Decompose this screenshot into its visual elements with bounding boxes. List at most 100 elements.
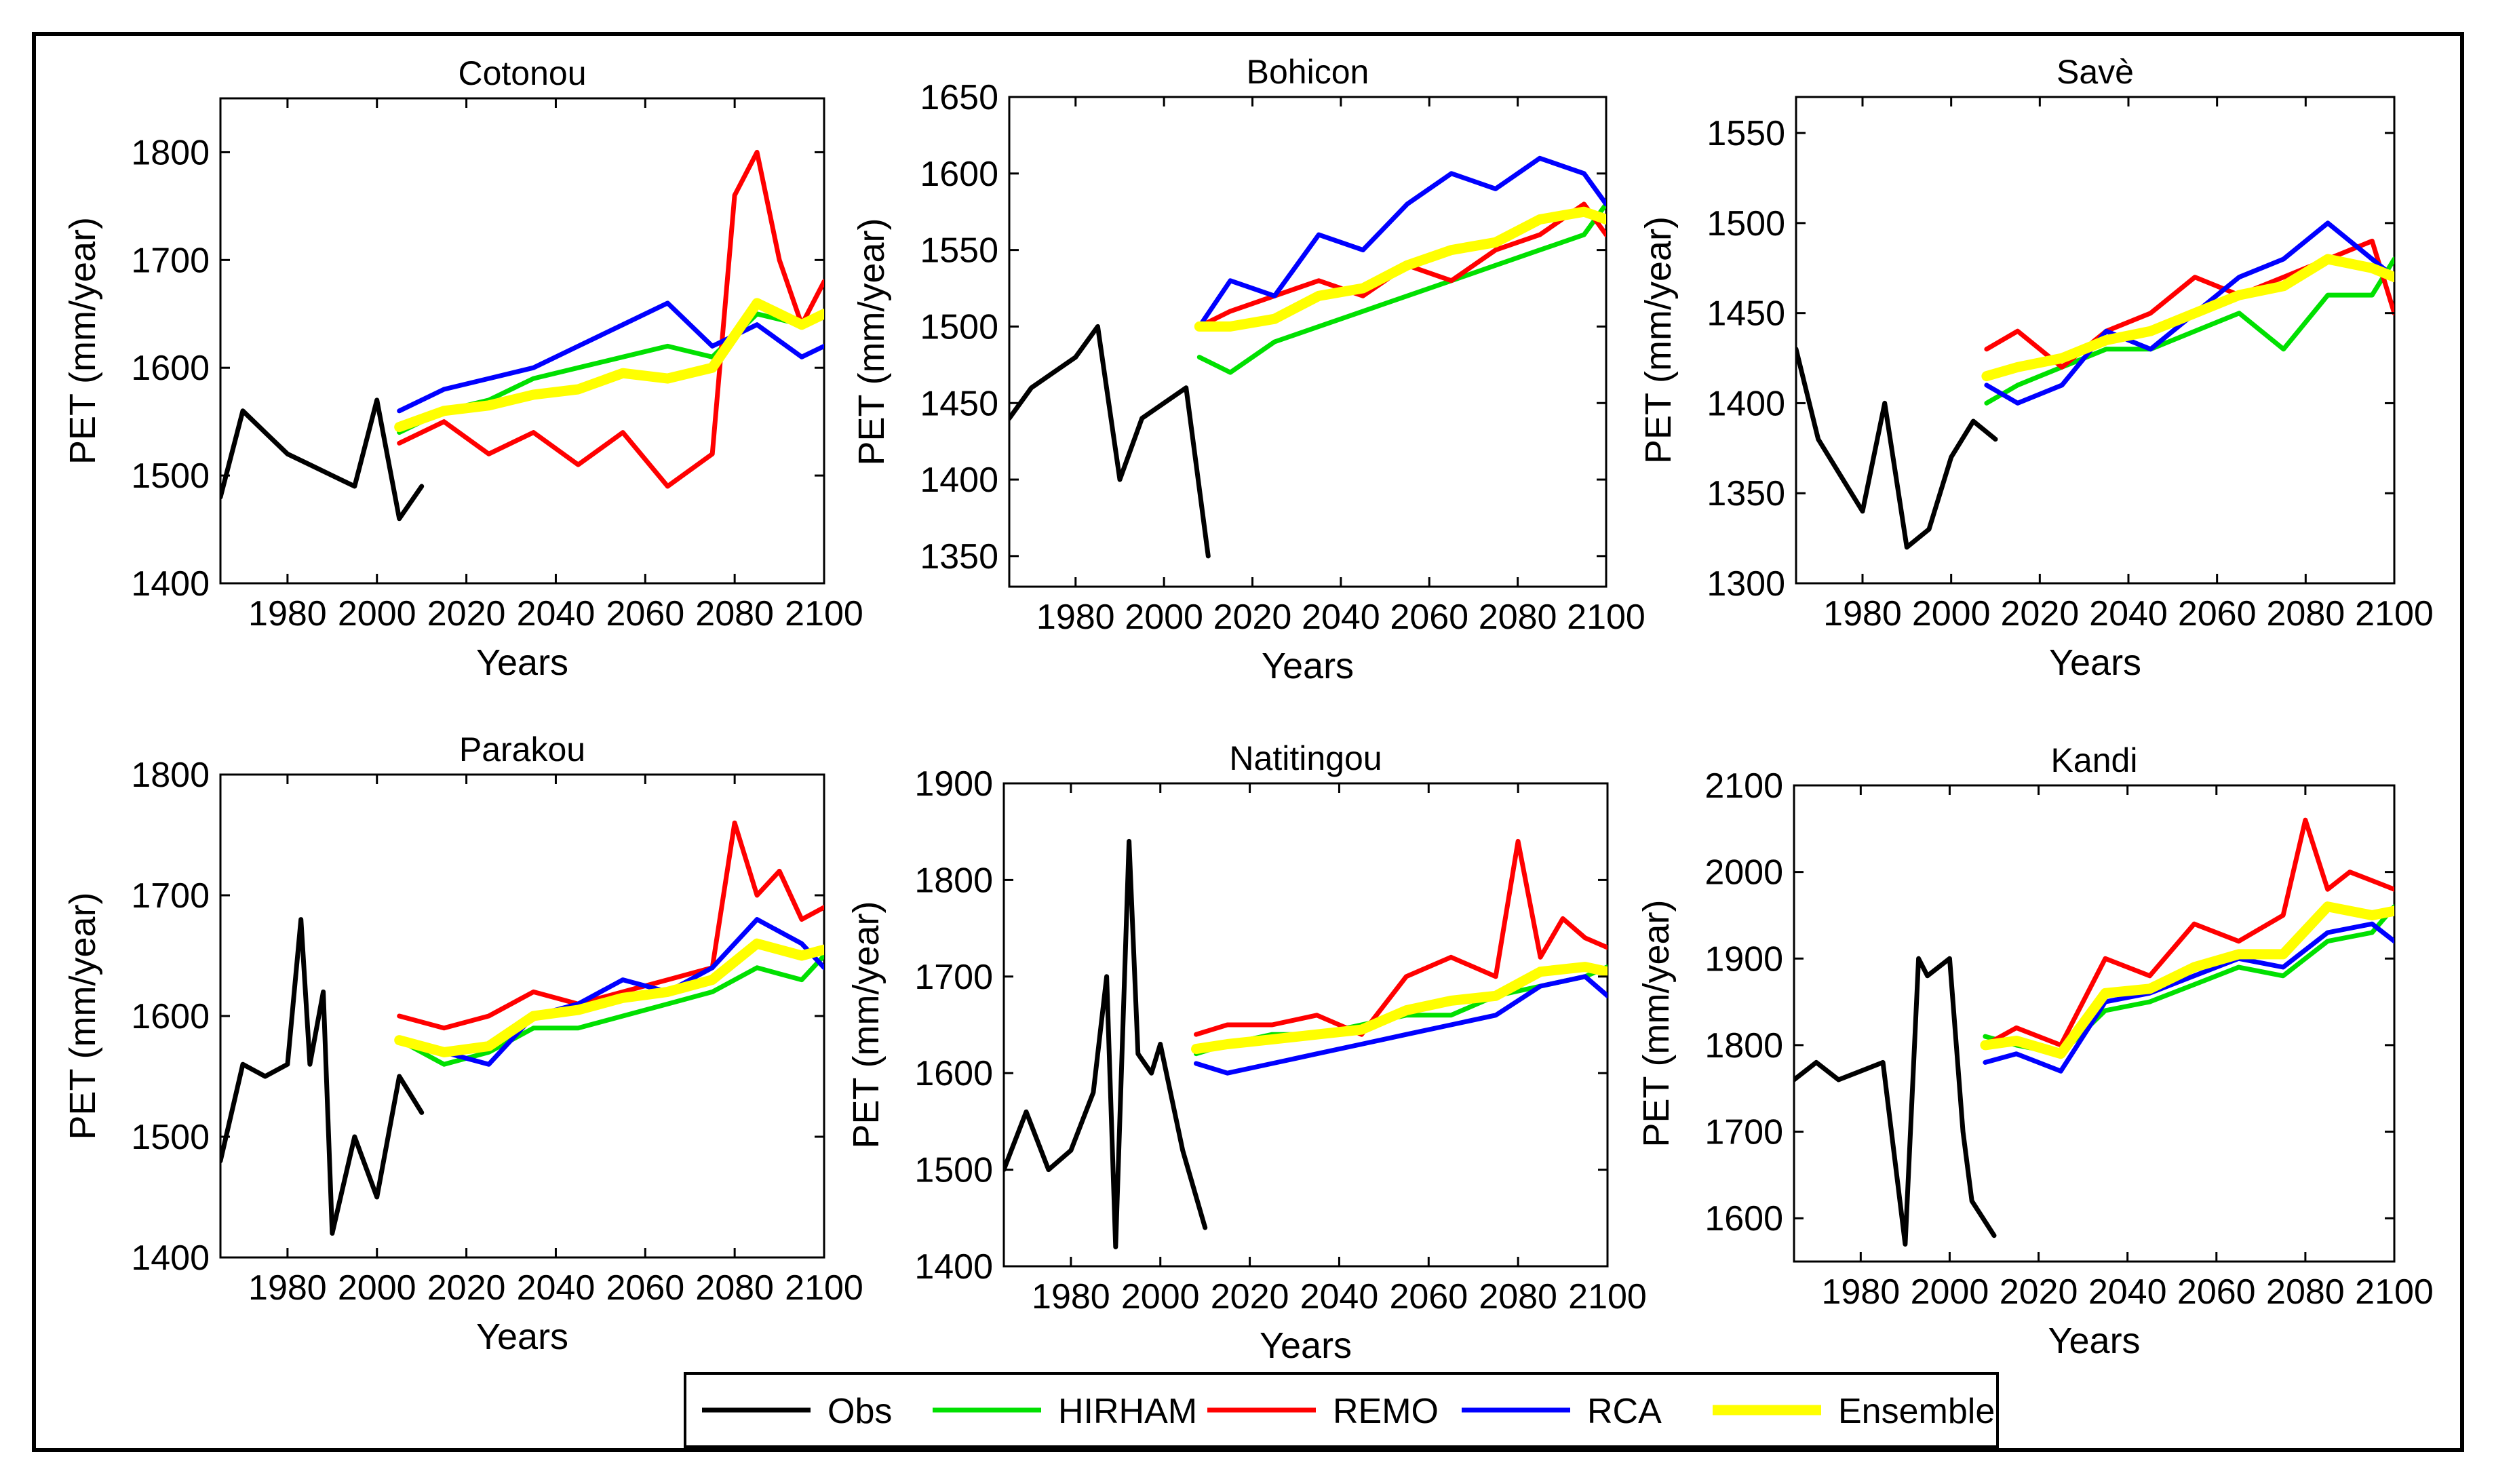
chart-panels: 1980 2000 2020 2040 2060 2080 2100140015001600… bbox=[62, 53, 2434, 1366]
x-tick-label: 2040 bbox=[1302, 598, 1380, 637]
y-tick-label: 1500 bbox=[131, 456, 210, 496]
legend-entry-ensemble: Ensemble bbox=[1713, 1392, 1995, 1431]
series-line-rca bbox=[1194, 974, 1608, 1076]
series-line-remo bbox=[1984, 238, 2394, 370]
x-tick-label: 2080 bbox=[1479, 598, 1557, 637]
legend-entry-rca: RCA bbox=[1462, 1392, 1662, 1431]
series-line-ensemble bbox=[1980, 901, 2394, 1059]
y-tick-label: 1600 bbox=[920, 155, 998, 194]
x-tick-label: 1980 bbox=[248, 594, 327, 633]
x-axis-label: Years bbox=[476, 1316, 568, 1357]
panel-title: Cotonou bbox=[458, 54, 586, 92]
y-tick-label: 1700 bbox=[914, 958, 993, 997]
series-group-bohicon bbox=[1009, 155, 1606, 559]
y-tick-label: 1350 bbox=[920, 537, 998, 577]
y-tick-label: 1900 bbox=[1704, 939, 1783, 979]
x-tick-label: 1980 bbox=[1032, 1277, 1110, 1316]
y-tick-label: 1400 bbox=[1707, 384, 1785, 423]
x-tick-label: 2040 bbox=[2089, 594, 2168, 633]
panel-title: Parakou bbox=[459, 730, 585, 768]
y-tick-label: 1300 bbox=[1707, 564, 1785, 604]
y-tick-label: 1500 bbox=[920, 307, 998, 347]
legend-entry-hirham: HIRHAM bbox=[933, 1392, 1197, 1431]
series-line-ensemble bbox=[1194, 206, 1606, 332]
y-tick-label: 1600 bbox=[131, 997, 210, 1036]
series-line-hirham bbox=[1984, 256, 2394, 406]
x-tick-label: 2100 bbox=[785, 594, 863, 633]
x-tick-label: 1980 bbox=[1036, 598, 1115, 637]
x-tick-label: 2020 bbox=[1213, 598, 1292, 637]
x-tick-label: 2060 bbox=[1389, 1277, 1468, 1316]
series-line-rca bbox=[1983, 921, 2394, 1074]
series-group-save bbox=[1796, 220, 2394, 550]
series-line-remo bbox=[1983, 817, 2394, 1048]
x-tick-label: 2020 bbox=[427, 594, 506, 633]
legend-label: Ensemble bbox=[1838, 1392, 1995, 1431]
series-line-obs bbox=[1796, 347, 1998, 550]
y-tick-label: 1500 bbox=[1707, 204, 1785, 243]
panel-title: Bohicon bbox=[1247, 53, 1369, 91]
legend-label: HIRHAM bbox=[1058, 1392, 1197, 1431]
x-tick-label: 1980 bbox=[1823, 594, 1902, 633]
y-tick-label: 1450 bbox=[920, 384, 998, 423]
legend-label: REMO bbox=[1333, 1392, 1439, 1431]
x-tick-label: 2000 bbox=[1121, 1277, 1200, 1316]
legend-entry-obs: Obs bbox=[702, 1392, 892, 1431]
series-group-cotonou bbox=[220, 149, 824, 522]
series-line-remo bbox=[397, 149, 824, 489]
y-tick-label: 1400 bbox=[131, 564, 210, 604]
y-tick-label: 1500 bbox=[131, 1118, 210, 1157]
y-tick-label: 1700 bbox=[131, 876, 210, 916]
x-tick-label: 2020 bbox=[1211, 1277, 1289, 1316]
y-tick-label: 1900 bbox=[914, 764, 993, 804]
series-line-rca bbox=[397, 917, 824, 1067]
x-tick-label: 2100 bbox=[1567, 598, 1645, 637]
x-tick-label: 2000 bbox=[338, 594, 416, 633]
y-tick-label: 1600 bbox=[131, 349, 210, 388]
x-axis-label: Years bbox=[1262, 646, 1354, 686]
panel-title: Savè bbox=[2057, 53, 2134, 91]
series-group-kandi bbox=[1794, 817, 2394, 1247]
x-tick-label: 2080 bbox=[1479, 1277, 1557, 1316]
x-tick-label: 2040 bbox=[517, 594, 596, 633]
y-axis-label: PET (mm/year) bbox=[851, 218, 892, 465]
y-tick-label: 1550 bbox=[920, 231, 998, 271]
y-tick-label: 1800 bbox=[131, 756, 210, 795]
y-tick-label: 2100 bbox=[1704, 766, 1783, 806]
panel-title: Kandi bbox=[2051, 741, 2138, 779]
x-tick-label: 2060 bbox=[606, 1268, 684, 1308]
plot-area-parakou bbox=[219, 773, 825, 1259]
x-tick-label: 2040 bbox=[2088, 1272, 2167, 1312]
x-tick-label: 2040 bbox=[1300, 1277, 1379, 1316]
series-line-ensemble bbox=[394, 298, 824, 433]
legend: Obs HIRHAM REMO RCA Ensemble bbox=[684, 1372, 1999, 1448]
x-tick-label: 2100 bbox=[1568, 1277, 1647, 1316]
y-axis-label: PET (mm/year) bbox=[846, 901, 886, 1148]
x-tick-label: 2100 bbox=[2355, 1272, 2434, 1312]
y-tick-label: 2000 bbox=[1704, 853, 1783, 893]
x-tick-label: 2080 bbox=[2266, 1272, 2345, 1312]
series-line-obs bbox=[1794, 956, 1997, 1247]
series-line-ensemble bbox=[394, 938, 824, 1057]
x-tick-label: 2000 bbox=[338, 1268, 416, 1308]
x-axis-label: Years bbox=[1260, 1325, 1352, 1366]
x-tick-label: 2040 bbox=[517, 1268, 596, 1308]
y-tick-label: 1400 bbox=[914, 1247, 993, 1287]
series-line-obs bbox=[1009, 324, 1211, 559]
y-tick-label: 1650 bbox=[920, 78, 998, 117]
y-tick-label: 1450 bbox=[1707, 294, 1785, 334]
y-tick-label: 1800 bbox=[914, 861, 993, 900]
series-line-remo bbox=[1194, 838, 1608, 1037]
x-tick-label: 2020 bbox=[427, 1268, 506, 1308]
series-group-natitingou bbox=[1004, 838, 1608, 1249]
y-tick-label: 1550 bbox=[1707, 114, 1785, 153]
x-tick-label: 2060 bbox=[2178, 594, 2257, 633]
y-tick-label: 1400 bbox=[131, 1238, 210, 1278]
x-tick-label: 2020 bbox=[2000, 1272, 2078, 1312]
x-tick-label: 2080 bbox=[695, 594, 774, 633]
y-tick-label: 1400 bbox=[920, 461, 998, 500]
x-tick-label: 2100 bbox=[785, 1268, 863, 1308]
series-line-ensemble bbox=[1191, 962, 1608, 1055]
series-line-obs bbox=[220, 917, 425, 1236]
